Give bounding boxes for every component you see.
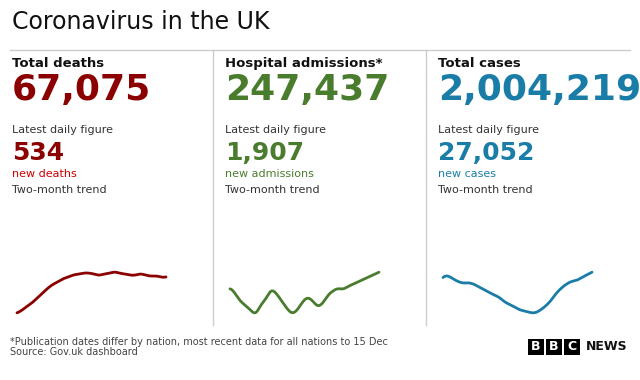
Text: Hospital admissions*: Hospital admissions* (225, 57, 383, 70)
Text: 534: 534 (12, 141, 64, 165)
Text: 67,075: 67,075 (12, 73, 151, 107)
Text: Source: Gov.uk dashboard: Source: Gov.uk dashboard (10, 347, 138, 357)
Text: 1,907: 1,907 (225, 141, 304, 165)
Text: B: B (549, 340, 559, 353)
Text: new deaths: new deaths (12, 169, 77, 179)
Text: *Publication dates differ by nation, most recent data for all nations to 15 Dec: *Publication dates differ by nation, mos… (10, 337, 388, 347)
Text: Two-month trend: Two-month trend (438, 185, 532, 195)
Text: 27,052: 27,052 (438, 141, 534, 165)
Text: 2,004,219: 2,004,219 (438, 73, 640, 107)
Text: Latest daily figure: Latest daily figure (12, 125, 113, 135)
FancyBboxPatch shape (564, 339, 580, 355)
Text: Latest daily figure: Latest daily figure (438, 125, 539, 135)
Text: Latest daily figure: Latest daily figure (225, 125, 326, 135)
Text: Total deaths: Total deaths (12, 57, 104, 70)
Text: B: B (531, 340, 541, 353)
Text: C: C (568, 340, 577, 353)
Text: new cases: new cases (438, 169, 496, 179)
FancyBboxPatch shape (546, 339, 562, 355)
Text: Coronavirus in the UK: Coronavirus in the UK (12, 10, 269, 34)
Text: Two-month trend: Two-month trend (12, 185, 107, 195)
Text: NEWS: NEWS (586, 340, 628, 353)
Text: Total cases: Total cases (438, 57, 521, 70)
Text: new admissions: new admissions (225, 169, 314, 179)
Text: Two-month trend: Two-month trend (225, 185, 319, 195)
Text: 247,437: 247,437 (225, 73, 389, 107)
FancyBboxPatch shape (528, 339, 544, 355)
